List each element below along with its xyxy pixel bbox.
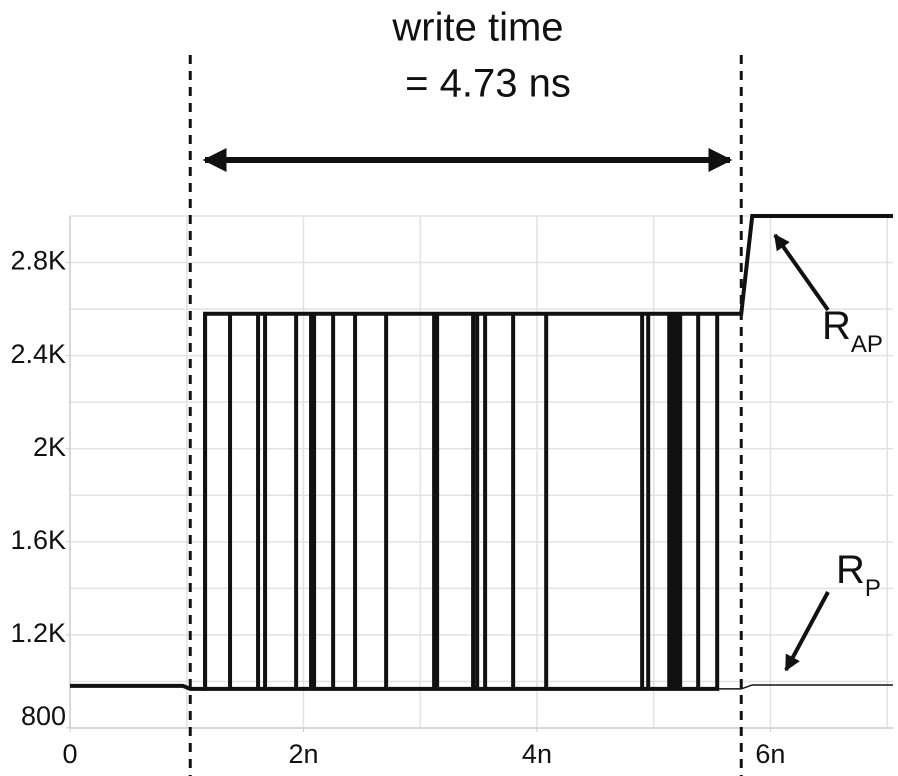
- annotation-text: R: [836, 548, 865, 592]
- y-tick-label: 1.2K: [10, 618, 66, 648]
- y-tick-label: 2.8K: [10, 246, 66, 276]
- x-tick-label: 4n: [522, 739, 552, 769]
- annotation-text: R: [822, 304, 851, 348]
- signal-line: [70, 214, 893, 691]
- pointer-arrow: [784, 591, 830, 672]
- signal-line: [717, 684, 893, 690]
- signal-line: [203, 313, 720, 691]
- annotation-sub: P: [865, 575, 881, 602]
- annotation: RAP: [822, 304, 883, 359]
- y-tick-label: 2.4K: [10, 339, 66, 369]
- title: write time: [391, 6, 563, 50]
- x-tick-label: 2n: [288, 739, 318, 769]
- y-tick-label: 1.6K: [10, 525, 66, 555]
- subtitle: = 4.73 ns: [405, 62, 571, 106]
- x-tick-label: 0: [62, 739, 77, 769]
- y-tick-label: 800: [21, 701, 66, 731]
- annotation: RP: [836, 548, 881, 603]
- pointer-arrow: [773, 233, 830, 312]
- annotation-sub: AP: [851, 331, 883, 358]
- x-tick-label: 6n: [755, 739, 785, 769]
- y-tick-label: 2K: [33, 432, 66, 462]
